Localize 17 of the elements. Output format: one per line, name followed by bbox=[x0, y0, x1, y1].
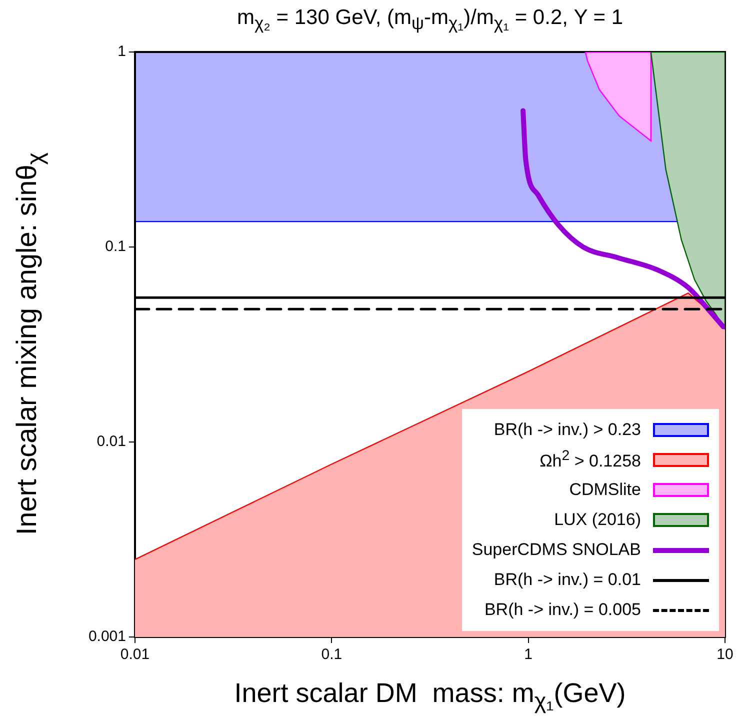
x-tick-label: 0.01 bbox=[120, 646, 150, 664]
x-axis-title: Inert scalar DM mass: m$_{χ₁}$(GeV) bbox=[233, 678, 627, 714]
series-label: LUX (2016) bbox=[554, 510, 641, 530]
legend-label: BR(h -> inv.) = 0.005 bbox=[484, 600, 641, 620]
y-tick-label: 0.01 bbox=[96, 433, 126, 450]
x-tick-label: 10 bbox=[716, 646, 734, 664]
legend-label: SuperCDMS SNOLAB bbox=[472, 540, 641, 560]
x-tick-label: 1 bbox=[524, 646, 533, 664]
y-tick-label: 0.001 bbox=[88, 628, 126, 646]
legend-label: BR(h -> inv.) = 0.01 bbox=[494, 570, 641, 590]
chart-title: m$_{χ₂}$ = 130 GeV, (m$_{ψ}$-m$_{χ₁}$)/m$_{χ₁}$ = 0.2, Y = 1 bbox=[236, 6, 624, 34]
x-tick-label: 0.1 bbox=[321, 646, 342, 664]
y-tick-label: 0.1 bbox=[105, 238, 126, 256]
legend-label: CDMSlite bbox=[569, 480, 641, 500]
legend-label: Ωh$^{2}$ > 0.1258 bbox=[540, 448, 641, 472]
legend-label: BR(h -> inv.) > 0.23 bbox=[494, 420, 641, 440]
y-tick-label: 1 bbox=[118, 43, 126, 60]
